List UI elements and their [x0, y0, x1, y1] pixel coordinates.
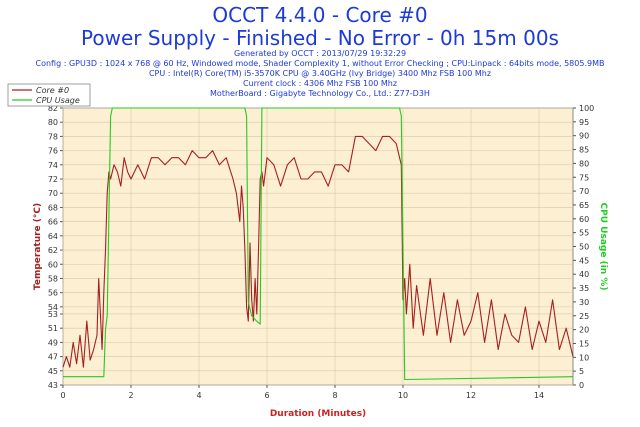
- y-tick-label: 78: [48, 132, 58, 141]
- y-tick-label: 51: [48, 324, 58, 333]
- legend-label-core0: Core #0: [36, 86, 69, 95]
- y-tick-label: 43: [48, 381, 58, 390]
- plot-area: [62, 107, 574, 386]
- y-tick-label: 66: [48, 218, 58, 227]
- info-config: Config : GPU3D : 1024 x 768 @ 60 Hz, Win…: [35, 59, 605, 68]
- x-tick-label: 6: [264, 391, 269, 400]
- y-right-tick-label: 5: [579, 367, 584, 376]
- y-tick-label: 70: [48, 189, 58, 198]
- y-tick-label: 80: [48, 118, 58, 127]
- info-clock: Current clock : 4306 Mhz FSB 100 Mhz: [242, 79, 398, 88]
- y-tick-label: 58: [48, 274, 58, 283]
- y-right-tick-label: 20: [579, 326, 589, 335]
- y-right-axis-label: CPU Usage (in %): [598, 203, 608, 291]
- y-right-tick-label: 70: [579, 187, 589, 196]
- y-tick-label: 54: [48, 303, 58, 312]
- y-tick-label: 82: [48, 104, 58, 113]
- series-line-cpu-usage: [63, 107, 574, 381]
- info-cpu: CPU : Intel(R) Core(TM) i5-3570K CPU @ 3…: [148, 69, 492, 78]
- y-tick-label: 62: [48, 246, 58, 255]
- y-axis-label: Temperature (°C): [33, 203, 43, 290]
- x-tick-label: 10: [398, 391, 408, 400]
- y-right-tick-label: 80: [579, 159, 589, 168]
- y-tick-label: 53: [48, 310, 58, 319]
- y-right-tick-label: 15: [579, 339, 589, 348]
- y-right-tick-label: 55: [579, 229, 589, 238]
- y-tick-label: 45: [48, 367, 58, 376]
- y-tick-label: 74: [48, 161, 58, 170]
- chart-subtitle: Power Supply - Finished - No Error - 0h …: [81, 26, 559, 50]
- y-tick-label: 49: [48, 338, 58, 347]
- x-tick-label: 14: [534, 391, 544, 400]
- y-right-tick-label: 35: [579, 284, 589, 293]
- y-right-tick-label: 65: [579, 201, 589, 210]
- y-right-tick-label: 0: [579, 381, 584, 390]
- info-generated: Generated by OCCT : 2013/07/29 19:32:29: [233, 49, 407, 58]
- y-tick-label: 47: [48, 353, 58, 362]
- y-tick-label: 72: [48, 175, 58, 184]
- y-tick-label: 64: [48, 232, 58, 241]
- y-right-tick-label: 25: [579, 312, 589, 321]
- y-right-tick-label: 40: [579, 270, 589, 279]
- x-tick-label: 4: [196, 391, 201, 400]
- x-axis-label: Duration (Minutes): [270, 409, 366, 419]
- x-tick-label: 12: [466, 391, 476, 400]
- x-tick-label: 0: [60, 391, 65, 400]
- y-tick-label: 60: [48, 260, 58, 269]
- y-tick-label: 68: [48, 203, 58, 212]
- info-motherboard: MotherBoard : Gigabyte Technology Co., L…: [210, 89, 430, 98]
- y-right-tick-label: 85: [579, 146, 589, 155]
- y-right-tick-label: 50: [579, 243, 589, 252]
- y-right-tick-label: 10: [579, 353, 589, 362]
- y-right-tick-label: 75: [579, 173, 589, 182]
- y-right-tick-label: 95: [579, 118, 589, 127]
- y-tick-label: 56: [48, 289, 58, 298]
- y-right-tick-label: 45: [579, 256, 589, 265]
- x-tick-label: 8: [332, 391, 337, 400]
- chart-title: OCCT 4.4.0 - Core #0: [212, 3, 428, 27]
- y-right-tick-label: 60: [579, 215, 589, 224]
- y-tick-label: 76: [48, 147, 58, 156]
- y-right-tick-label: 90: [579, 132, 589, 141]
- legend-label-cpu-usage: CPU Usage: [36, 96, 80, 105]
- x-tick-label: 2: [128, 391, 133, 400]
- y-right-tick-label: 30: [579, 298, 589, 307]
- y-right-tick-label: 100: [579, 104, 594, 113]
